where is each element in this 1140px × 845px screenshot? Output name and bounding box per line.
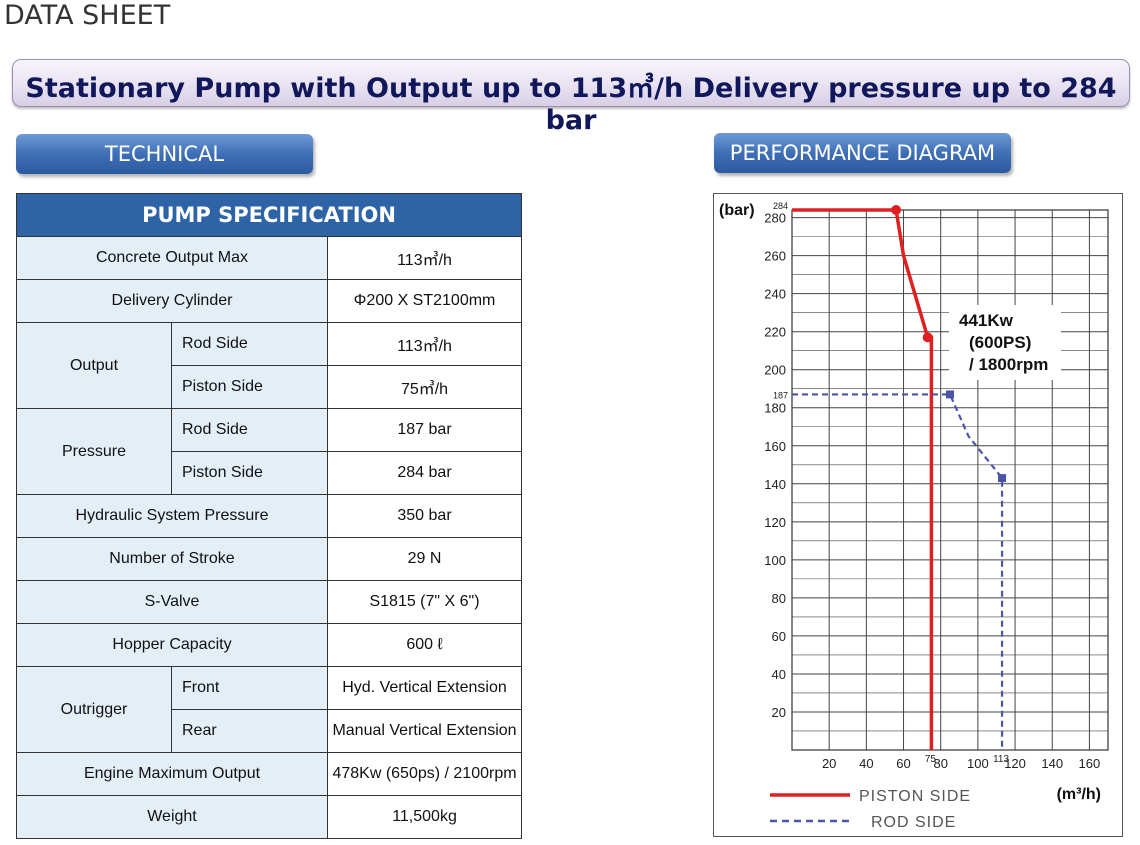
y-tick-label: 80 (772, 591, 786, 606)
y-tick-label: 280 (764, 211, 786, 226)
group-label-output: Output (16, 322, 172, 409)
row-label: Engine Maximum Output (16, 752, 328, 796)
pump-specification-table: PUMP SPECIFICATION Concrete Output Max 1… (15, 193, 523, 839)
table-row: Output Rod Side 113㎥/h (16, 322, 523, 409)
performance-diagram-tab[interactable]: PERFORMANCE DIAGRAM (714, 133, 1011, 173)
sheet-title: DATA SHEET (4, 0, 171, 31)
row-value: 29 N (326, 537, 523, 581)
x-tick-label: 160 (1079, 756, 1101, 771)
table-row: Concrete Output Max 113㎥/h (16, 236, 523, 280)
y-axis-label: (bar) (719, 202, 755, 219)
row-value: 113㎥/h (326, 322, 523, 366)
x-tick-label: 20 (822, 756, 836, 771)
x-tick-label: 140 (1041, 756, 1063, 771)
annotation-line: 441Kw (959, 311, 1014, 330)
row-sublabel: Front (171, 666, 328, 710)
table-row: Piston Side 284 bar (17, 451, 523, 495)
table-row: Piston Side 75㎥/h (17, 365, 523, 409)
y-tick-label: 100 (764, 553, 786, 568)
legend-label: PISTON SIDE (859, 788, 971, 805)
y-tick-label: 120 (764, 515, 786, 530)
x-tick-label: 120 (1004, 756, 1026, 771)
table-header-row: PUMP SPECIFICATION (15, 193, 523, 237)
row-value: Hyd. Vertical Extension (326, 666, 523, 710)
table-header: PUMP SPECIFICATION (15, 193, 523, 237)
table-row: Number of Stroke 29 N (16, 537, 523, 581)
row-label: Hopper Capacity (16, 623, 328, 667)
row-value: 11,500kg (326, 795, 523, 839)
row-sublabel: Rear (171, 709, 328, 753)
table-row: Delivery Cylinder Φ200 X ST2100mm (16, 279, 523, 323)
table-row: Engine Maximum Output 478Kw (650ps) / 21… (16, 752, 523, 796)
annotation-line: / 1800rpm (969, 355, 1048, 374)
technical-tab[interactable]: TECHNICAL (16, 134, 313, 174)
y-tick-label: 40 (772, 667, 786, 682)
table-row: Weight 11,500kg (16, 795, 523, 839)
row-label: Hydraulic System Pressure (16, 494, 328, 538)
x-axis-label: (m³/h) (1057, 786, 1101, 803)
row-label: Delivery Cylinder (16, 279, 328, 323)
data-point-marker (891, 205, 902, 215)
data-point-marker (922, 332, 933, 343)
title-banner: Stationary Pump with Output up to 113㎥/h… (12, 59, 1130, 136)
table-row: Rear Manual Vertical Extension (17, 709, 523, 753)
row-sublabel: Piston Side (171, 451, 328, 495)
annotation-line: (600PS) (969, 333, 1031, 352)
y-tick-label-special: 284 (773, 201, 788, 211)
x-tick-label: 60 (896, 756, 910, 771)
x-tick-label: 40 (859, 756, 873, 771)
y-tick-label: 160 (764, 439, 786, 454)
x-tick-label: 80 (933, 756, 947, 771)
data-point-marker (998, 474, 1007, 483)
table-row: Hopper Capacity 600 ℓ (16, 623, 523, 667)
row-sublabel: Piston Side (171, 365, 328, 409)
legend-label: ROD SIDE (871, 814, 956, 831)
x-tick-label-special: 75 (925, 754, 937, 765)
y-tick-label: 240 (764, 287, 786, 302)
row-label: Number of Stroke (16, 537, 328, 581)
group-label-outrigger: Outrigger (16, 666, 172, 753)
table-row: S-Valve S1815 (7" X 6") (16, 580, 523, 624)
y-tick-label: 180 (764, 401, 786, 416)
data-point-marker (946, 390, 954, 399)
y-tick-label: 140 (764, 477, 786, 492)
table-row: Hydraulic System Pressure 350 bar (16, 494, 523, 538)
y-tick-label-special: 187 (773, 390, 788, 400)
series-line-piston-side (792, 208, 934, 750)
row-value: 284 bar (326, 451, 523, 495)
group-label-pressure: Pressure (16, 408, 172, 495)
x-tick-label: 100 (967, 756, 989, 771)
row-value: Φ200 X ST2100mm (326, 279, 523, 323)
table-row: Outrigger Front Hyd. Vertical Extension (16, 666, 523, 753)
y-tick-label: 200 (764, 363, 786, 378)
row-value: S1815 (7" X 6") (326, 580, 523, 624)
row-value: 478Kw (650ps) / 2100rpm (326, 752, 523, 796)
annotation-box (949, 305, 1061, 380)
row-value: 113㎥/h (326, 236, 523, 280)
y-tick-label: 20 (772, 705, 786, 720)
row-sublabel: Rod Side (171, 322, 328, 366)
row-value: 187 bar (326, 408, 523, 452)
row-sublabel: Rod Side (171, 408, 328, 452)
y-tick-label: 220 (764, 325, 786, 340)
plot-border (791, 209, 1109, 751)
x-tick-label-special: 113 (993, 754, 1009, 765)
row-value: 600 ℓ (326, 623, 523, 667)
row-value: 75㎥/h (326, 365, 523, 409)
y-tick-label: 60 (772, 629, 786, 644)
y-tick-label: 260 (764, 249, 786, 264)
row-label: Weight (16, 795, 328, 839)
performance-chart: 20 40 60 80 100 120 140 160 180 200 220 240 260 28028… (719, 201, 1109, 831)
row-value: Manual Vertical Extension (326, 709, 523, 753)
series-line-rod-side (792, 393, 1004, 750)
banner-text: Stationary Pump with Output up to 113㎥/h… (25, 73, 1117, 136)
row-label: Concrete Output Max (16, 236, 328, 280)
table-row: Pressure Rod Side 187 bar (16, 408, 523, 495)
row-label: S-Valve (16, 580, 328, 624)
row-value: 350 bar (326, 494, 523, 538)
